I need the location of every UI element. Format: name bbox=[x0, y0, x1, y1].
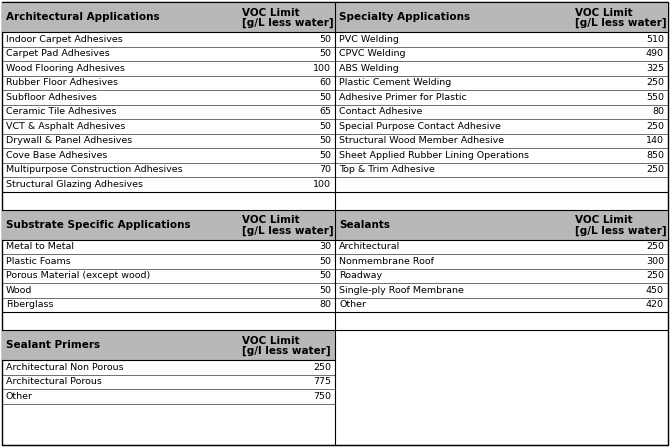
Text: 60: 60 bbox=[319, 78, 331, 87]
Text: Metal to Metal: Metal to Metal bbox=[6, 242, 74, 251]
Text: 250: 250 bbox=[646, 165, 664, 174]
Bar bbox=[2, 330, 335, 360]
Text: PVC Welding: PVC Welding bbox=[339, 35, 399, 44]
Text: Adhesive Primer for Plastic: Adhesive Primer for Plastic bbox=[339, 93, 467, 102]
Text: Single-ply Roof Membrane: Single-ply Roof Membrane bbox=[339, 286, 464, 295]
Text: Fiberglass: Fiberglass bbox=[6, 300, 54, 309]
Text: 250: 250 bbox=[646, 122, 664, 131]
Text: Wood: Wood bbox=[6, 286, 32, 295]
Text: 750: 750 bbox=[313, 392, 331, 401]
Text: Subfloor Adhesives: Subfloor Adhesives bbox=[6, 93, 97, 102]
Text: 325: 325 bbox=[646, 64, 664, 73]
Text: 140: 140 bbox=[646, 136, 664, 145]
Text: 100: 100 bbox=[313, 180, 331, 189]
Text: Top & Trim Adhesive: Top & Trim Adhesive bbox=[339, 165, 435, 174]
Text: VOC Limit: VOC Limit bbox=[242, 336, 299, 346]
Text: 300: 300 bbox=[646, 257, 664, 266]
Text: Other: Other bbox=[6, 392, 33, 401]
Text: 250: 250 bbox=[646, 242, 664, 251]
Text: Architectural: Architectural bbox=[339, 242, 400, 251]
Text: 50: 50 bbox=[319, 257, 331, 266]
Text: 250: 250 bbox=[646, 271, 664, 280]
Text: 50: 50 bbox=[319, 49, 331, 58]
Text: 50: 50 bbox=[319, 35, 331, 44]
Text: Specialty Applications: Specialty Applications bbox=[339, 12, 470, 22]
Text: Indoor Carpet Adhesives: Indoor Carpet Adhesives bbox=[6, 35, 123, 44]
Text: Structural Glazing Adhesives: Structural Glazing Adhesives bbox=[6, 180, 143, 189]
Text: Drywall & Panel Adhesives: Drywall & Panel Adhesives bbox=[6, 136, 132, 145]
Text: 50: 50 bbox=[319, 122, 331, 131]
Text: Plastic Foams: Plastic Foams bbox=[6, 257, 71, 266]
Text: VOC Limit: VOC Limit bbox=[242, 8, 299, 17]
Text: Rubber Floor Adhesives: Rubber Floor Adhesives bbox=[6, 78, 118, 87]
Text: Other: Other bbox=[339, 300, 366, 309]
Text: Sheet Applied Rubber Lining Operations: Sheet Applied Rubber Lining Operations bbox=[339, 151, 529, 160]
Text: 775: 775 bbox=[313, 377, 331, 386]
Text: Substrate Specific Applications: Substrate Specific Applications bbox=[6, 219, 191, 229]
Text: VOC Limit: VOC Limit bbox=[575, 215, 632, 225]
Text: 250: 250 bbox=[646, 78, 664, 87]
Bar bbox=[335, 2, 668, 32]
Text: CPVC Welding: CPVC Welding bbox=[339, 49, 405, 58]
Text: VCT & Asphalt Adhesives: VCT & Asphalt Adhesives bbox=[6, 122, 125, 131]
Text: 550: 550 bbox=[646, 93, 664, 102]
Text: Structural Wood Member Adhesive: Structural Wood Member Adhesive bbox=[339, 136, 504, 145]
Text: 420: 420 bbox=[646, 300, 664, 309]
Text: 850: 850 bbox=[646, 151, 664, 160]
Text: ABS Welding: ABS Welding bbox=[339, 64, 399, 73]
Text: 510: 510 bbox=[646, 35, 664, 44]
Text: 70: 70 bbox=[319, 165, 331, 174]
Text: 50: 50 bbox=[319, 93, 331, 102]
Text: 50: 50 bbox=[319, 136, 331, 145]
Text: VOC Limit: VOC Limit bbox=[242, 215, 299, 225]
Text: Special Purpose Contact Adhesive: Special Purpose Contact Adhesive bbox=[339, 122, 501, 131]
Text: 250: 250 bbox=[313, 363, 331, 372]
Text: 450: 450 bbox=[646, 286, 664, 295]
Text: 490: 490 bbox=[646, 49, 664, 58]
Text: Cove Base Adhesives: Cove Base Adhesives bbox=[6, 151, 107, 160]
Bar bbox=[335, 210, 668, 240]
Text: 80: 80 bbox=[652, 107, 664, 116]
Text: Wood Flooring Adhesives: Wood Flooring Adhesives bbox=[6, 64, 125, 73]
Text: 80: 80 bbox=[319, 300, 331, 309]
Text: Architectural Porous: Architectural Porous bbox=[6, 377, 102, 386]
Text: Sealant Primers: Sealant Primers bbox=[6, 340, 100, 350]
Text: [g/L less water]: [g/L less water] bbox=[242, 18, 334, 28]
Text: Multipurpose Construction Adhesives: Multipurpose Construction Adhesives bbox=[6, 165, 183, 174]
Text: [g/L less water]: [g/L less water] bbox=[575, 225, 667, 236]
Text: VOC Limit: VOC Limit bbox=[575, 8, 632, 17]
Text: [g/L less water]: [g/L less water] bbox=[242, 225, 334, 236]
Text: Roadway: Roadway bbox=[339, 271, 382, 280]
Text: Architectural Applications: Architectural Applications bbox=[6, 12, 159, 22]
Text: Carpet Pad Adhesives: Carpet Pad Adhesives bbox=[6, 49, 110, 58]
Text: 30: 30 bbox=[319, 242, 331, 251]
Bar bbox=[2, 2, 335, 32]
Bar bbox=[2, 210, 335, 240]
Text: Contact Adhesive: Contact Adhesive bbox=[339, 107, 422, 116]
Text: 100: 100 bbox=[313, 64, 331, 73]
Text: [g/l less water]: [g/l less water] bbox=[242, 346, 330, 356]
Text: Porous Material (except wood): Porous Material (except wood) bbox=[6, 271, 150, 280]
Text: Ceramic Tile Adhesives: Ceramic Tile Adhesives bbox=[6, 107, 117, 116]
Text: Architectural Non Porous: Architectural Non Porous bbox=[6, 363, 124, 372]
Text: 65: 65 bbox=[319, 107, 331, 116]
Text: 50: 50 bbox=[319, 271, 331, 280]
Text: Sealants: Sealants bbox=[339, 219, 390, 229]
Text: Plastic Cement Welding: Plastic Cement Welding bbox=[339, 78, 452, 87]
Text: 50: 50 bbox=[319, 151, 331, 160]
Text: 50: 50 bbox=[319, 286, 331, 295]
Text: Nonmembrane Roof: Nonmembrane Roof bbox=[339, 257, 434, 266]
Text: [g/L less water]: [g/L less water] bbox=[575, 18, 667, 28]
